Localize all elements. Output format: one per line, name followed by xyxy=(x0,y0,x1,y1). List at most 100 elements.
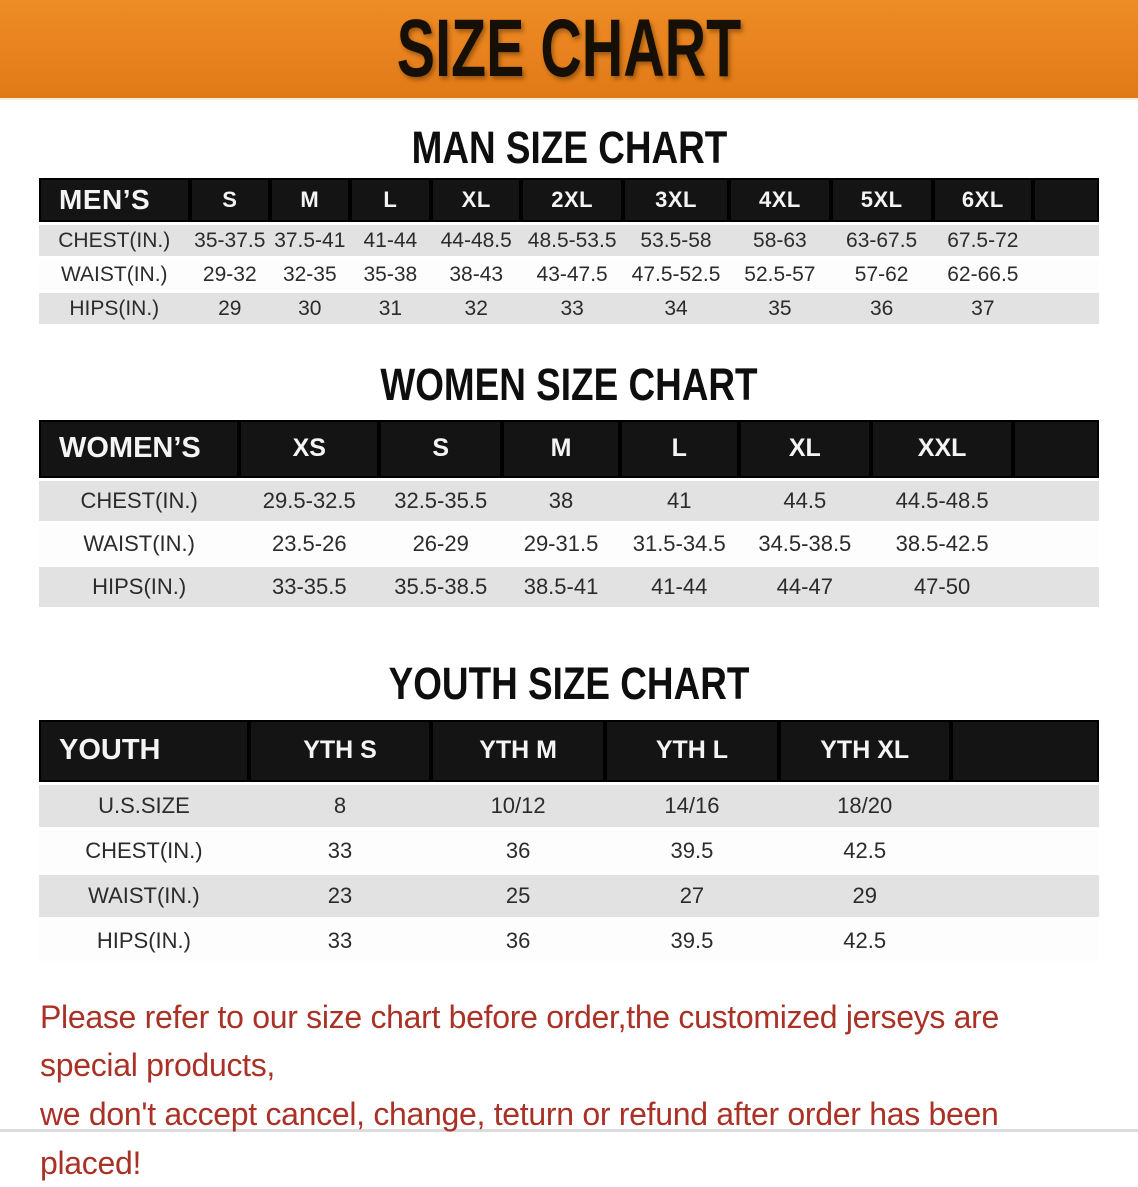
table-cell: 58-63 xyxy=(729,225,831,257)
column-header: M xyxy=(270,178,350,223)
column-header: XL xyxy=(738,419,872,478)
women-section-heading-text: WOMEN SIZE CHART xyxy=(380,359,758,411)
column-header: YTH S xyxy=(248,719,432,782)
table-cell: 42.5 xyxy=(778,919,951,962)
table-cell: 57-62 xyxy=(830,259,933,291)
header-row: WOMEN’S XS S M L XL XXL xyxy=(39,419,1099,478)
table-row: HIPS(IN.) 33-35.5 35.5-38.5 38.5-41 41-44 44-… xyxy=(39,566,1099,607)
table-row: CHEST(IN.) 33 36 39.5 42.5 xyxy=(39,829,1099,872)
table-cell: 32-35 xyxy=(270,259,350,291)
table-cell: 35-37.5 xyxy=(189,225,271,257)
table-cell: 42.5 xyxy=(778,829,951,872)
table-cell: 37 xyxy=(932,293,1034,325)
table-cell: 52.5-57 xyxy=(729,259,831,291)
table-row: WAIST(IN.) 23.5-26 26-29 29-31.5 31.5-34.5 34… xyxy=(39,523,1099,564)
row-label: CHEST(IN.) xyxy=(39,225,190,257)
table-cell: 43-47.5 xyxy=(521,259,624,291)
filler-cell xyxy=(950,829,1099,872)
men-section-heading: MAN SIZE CHART xyxy=(0,122,1138,173)
youth-size-table: YOUTH YTH S YTH M YTH L YTH XL U.S.SIZE 8 10/12… xyxy=(39,717,1099,965)
table-cell: 39.5 xyxy=(605,919,779,962)
filler-cell xyxy=(950,719,1099,782)
men-size-table: MEN’S S M L XL 2XL 3XL 4XL 5XL 6XL CHEST(IN.) 35-37… xyxy=(39,175,1099,327)
table-cell: 38.5-41 xyxy=(502,566,620,607)
column-header: S xyxy=(379,419,503,478)
table-cell: 44-48.5 xyxy=(431,225,522,257)
table-row: CHEST(IN.) 35-37.5 37.5-41 41-44 44-48.5 48.5… xyxy=(39,225,1099,257)
row-label: WAIST(IN.) xyxy=(39,523,240,564)
filler-cell xyxy=(1033,293,1099,325)
table-cell: 26-29 xyxy=(379,523,503,564)
table-cell: 48.5-53.5 xyxy=(521,225,624,257)
table-cell: 29 xyxy=(778,874,951,917)
table-cell: 14/16 xyxy=(605,784,779,827)
row-label: U.S.SIZE xyxy=(39,784,249,827)
column-header: XL xyxy=(431,178,522,223)
table-cell: 47-50 xyxy=(871,566,1014,607)
column-header: XS xyxy=(239,419,380,478)
women-size-table: WOMEN’S XS S M L XL XXL CHEST(IN.) 29.5-32.5 32.5… xyxy=(39,417,1099,610)
table-cell: 44.5-48.5 xyxy=(871,480,1014,521)
table-cell: 32 xyxy=(431,293,522,325)
table-cell: 41-44 xyxy=(349,225,432,257)
table-row: WAIST(IN.) 29-32 32-35 35-38 38-43 43-47.5 47.… xyxy=(39,259,1099,291)
table-cell: 39.5 xyxy=(605,829,779,872)
column-header: 6XL xyxy=(932,178,1034,223)
table-cell: 62-66.5 xyxy=(932,259,1034,291)
row-label: WAIST(IN.) xyxy=(39,874,249,917)
table-cell: 25 xyxy=(431,874,606,917)
table-cell: 18/20 xyxy=(778,784,951,827)
table-cell: 29 xyxy=(189,293,271,325)
filler-cell xyxy=(1013,523,1099,564)
table-cell: 37.5-41 xyxy=(270,225,350,257)
table-cell: 38-43 xyxy=(431,259,522,291)
filler-cell xyxy=(1013,419,1099,478)
table-cell: 38.5-42.5 xyxy=(871,523,1014,564)
page-title: SIZE CHART xyxy=(396,3,742,94)
table-cell: 36 xyxy=(431,829,606,872)
row-label: WAIST(IN.) xyxy=(39,259,190,291)
table-cell: 35-38 xyxy=(349,259,432,291)
column-header: L xyxy=(619,419,739,478)
column-header: XXL xyxy=(871,419,1014,478)
table-cell: 67.5-72 xyxy=(932,225,1034,257)
table-cell: 29.5-32.5 xyxy=(239,480,380,521)
women-section-heading: WOMEN SIZE CHART xyxy=(0,359,1138,411)
table-cell: 33 xyxy=(521,293,624,325)
table-title: WOMEN’S xyxy=(39,419,240,478)
table-cell: 63-67.5 xyxy=(830,225,933,257)
column-header: M xyxy=(502,419,620,478)
table-cell: 44.5 xyxy=(738,480,872,521)
row-label: CHEST(IN.) xyxy=(39,480,240,521)
table-cell: 36 xyxy=(830,293,933,325)
row-label: HIPS(IN.) xyxy=(39,919,249,962)
filler-cell xyxy=(950,784,1099,827)
table-cell: 32.5-35.5 xyxy=(379,480,503,521)
column-header: 5XL xyxy=(830,178,933,223)
filler-cell xyxy=(1033,259,1099,291)
column-header: 2XL xyxy=(521,178,624,223)
footer-note-line1: Please refer to our size chart before or… xyxy=(40,998,1000,1084)
table-cell: 38 xyxy=(502,480,620,521)
table-cell: 31 xyxy=(349,293,432,325)
filler-cell xyxy=(1033,178,1099,223)
table-cell: 30 xyxy=(270,293,350,325)
table-row: CHEST(IN.) 29.5-32.5 32.5-35.5 38 41 44.5 44.5… xyxy=(39,480,1099,521)
filler-cell xyxy=(1033,225,1099,257)
table-row: WAIST(IN.) 23 25 27 29 xyxy=(39,874,1099,917)
table-cell: 34 xyxy=(623,293,730,325)
table-cell: 36 xyxy=(431,919,606,962)
table-cell: 29-31.5 xyxy=(502,523,620,564)
filler-cell xyxy=(1013,480,1099,521)
column-header: YTH L xyxy=(605,719,779,782)
table-cell: 10/12 xyxy=(431,784,606,827)
table-cell: 23 xyxy=(248,874,432,917)
table-cell: 41 xyxy=(619,480,739,521)
table-cell: 34.5-38.5 xyxy=(738,523,872,564)
table-title: YOUTH xyxy=(39,719,249,782)
men-section-heading-text: MAN SIZE CHART xyxy=(411,122,727,173)
column-header: S xyxy=(189,178,271,223)
table-row: HIPS(IN.) 29 30 31 32 33 34 35 36 37 xyxy=(39,293,1099,325)
table-cell: 8 xyxy=(248,784,432,827)
filler-cell xyxy=(950,919,1099,962)
